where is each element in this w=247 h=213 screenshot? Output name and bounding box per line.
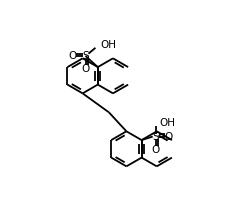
Text: O: O — [165, 132, 173, 142]
Text: O: O — [68, 51, 77, 61]
Text: S: S — [82, 51, 89, 61]
Text: OH: OH — [101, 40, 117, 50]
Text: O: O — [151, 145, 160, 155]
Text: OH: OH — [160, 118, 176, 128]
Text: O: O — [82, 64, 90, 74]
Text: S: S — [152, 132, 159, 142]
